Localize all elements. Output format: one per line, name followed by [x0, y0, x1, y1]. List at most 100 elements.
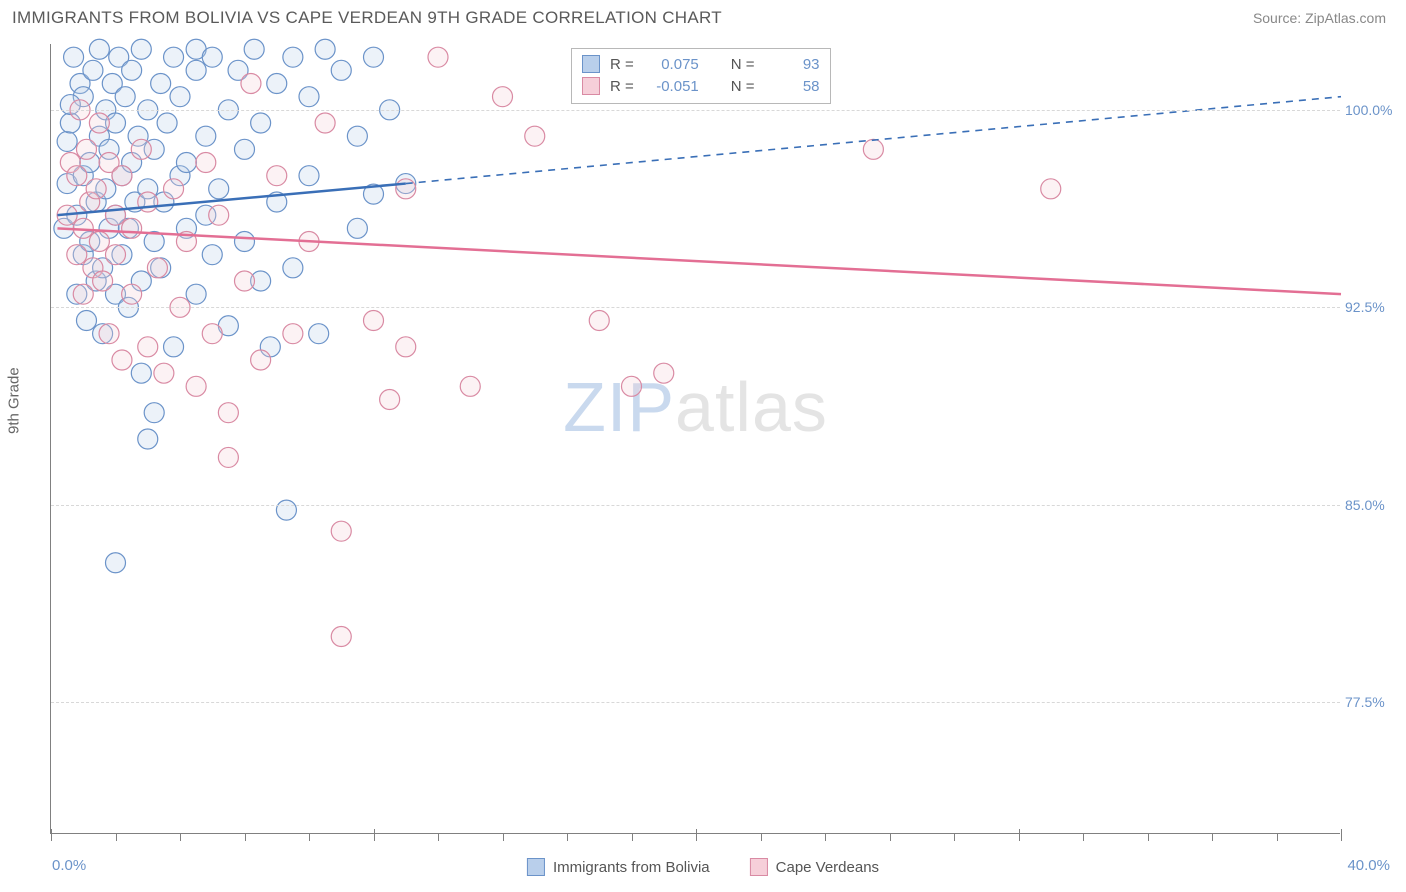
scatter-point-cape_verdean — [112, 350, 132, 370]
stat-n-label: N = — [731, 56, 755, 73]
scatter-point-bolivia — [283, 258, 303, 278]
scatter-point-cape_verdean — [164, 179, 184, 199]
x-tick — [245, 834, 246, 841]
x-tick — [503, 834, 504, 841]
scatter-point-bolivia — [364, 47, 384, 67]
legend-swatch — [527, 858, 545, 876]
scatter-point-cape_verdean — [86, 179, 106, 199]
correlation-stat-box: R =0.075N =93R =-0.051N =58 — [571, 48, 831, 104]
x-tick — [1019, 829, 1020, 841]
scatter-point-cape_verdean — [73, 284, 93, 304]
scatter-point-cape_verdean — [331, 521, 351, 541]
stat-row: R =0.075N =93 — [582, 53, 820, 75]
scatter-point-cape_verdean — [525, 126, 545, 146]
gridline-h — [51, 505, 1340, 506]
scatter-point-cape_verdean — [218, 447, 238, 467]
scatter-svg — [51, 44, 1340, 833]
x-tick — [954, 834, 955, 841]
scatter-point-cape_verdean — [186, 376, 206, 396]
scatter-point-cape_verdean — [122, 284, 142, 304]
y-axis-label: 9th Grade — [6, 367, 23, 434]
scatter-point-bolivia — [151, 74, 171, 94]
legend-item: Cape Verdeans — [750, 858, 879, 876]
scatter-point-bolivia — [164, 337, 184, 357]
scatter-point-cape_verdean — [131, 139, 151, 159]
scatter-point-bolivia — [267, 74, 287, 94]
scatter-point-bolivia — [138, 429, 158, 449]
scatter-point-bolivia — [170, 87, 190, 107]
x-tick — [1212, 834, 1213, 841]
scatter-point-bolivia — [76, 311, 96, 331]
x-tick — [180, 834, 181, 841]
scatter-point-cape_verdean — [493, 87, 513, 107]
scatter-point-cape_verdean — [218, 403, 238, 423]
y-tick-label: 77.5% — [1345, 694, 1400, 710]
scatter-point-bolivia — [235, 139, 255, 159]
legend-swatch — [582, 77, 600, 95]
scatter-point-cape_verdean — [147, 258, 167, 278]
scatter-point-cape_verdean — [154, 363, 174, 383]
y-tick-label: 92.5% — [1345, 299, 1400, 315]
scatter-point-bolivia — [251, 113, 271, 133]
scatter-point-cape_verdean — [331, 627, 351, 647]
scatter-point-cape_verdean — [93, 271, 113, 291]
stat-r-label: R = — [610, 78, 634, 95]
x-tick — [116, 834, 117, 841]
scatter-point-cape_verdean — [235, 271, 255, 291]
scatter-point-cape_verdean — [202, 324, 222, 344]
scatter-point-bolivia — [244, 39, 264, 59]
scatter-point-cape_verdean — [67, 166, 87, 186]
scatter-point-bolivia — [315, 39, 335, 59]
scatter-point-bolivia — [202, 245, 222, 265]
scatter-point-bolivia — [64, 47, 84, 67]
scatter-point-bolivia — [89, 39, 109, 59]
x-tick — [696, 829, 697, 841]
gridline-h — [51, 702, 1340, 703]
scatter-point-cape_verdean — [89, 232, 109, 252]
x-tick — [632, 834, 633, 841]
y-tick-label: 85.0% — [1345, 497, 1400, 513]
stat-n-value: 58 — [765, 78, 820, 95]
x-tick — [890, 834, 891, 841]
legend-label: Cape Verdeans — [776, 859, 879, 876]
scatter-point-bolivia — [186, 60, 206, 80]
scatter-point-bolivia — [299, 166, 319, 186]
chart-title: IMMIGRANTS FROM BOLIVIA VS CAPE VERDEAN … — [12, 8, 722, 28]
plot-area: ZIPatlas R =0.075N =93R =-0.051N =58 100… — [50, 44, 1340, 834]
scatter-point-bolivia — [347, 126, 367, 146]
scatter-point-cape_verdean — [1041, 179, 1061, 199]
scatter-point-cape_verdean — [396, 337, 416, 357]
scatter-point-bolivia — [331, 60, 351, 80]
scatter-point-bolivia — [235, 232, 255, 252]
scatter-point-cape_verdean — [315, 113, 335, 133]
x-tick — [825, 834, 826, 841]
scatter-point-cape_verdean — [99, 324, 119, 344]
scatter-point-bolivia — [299, 87, 319, 107]
stat-n-label: N = — [731, 78, 755, 95]
scatter-point-cape_verdean — [863, 139, 883, 159]
scatter-point-cape_verdean — [138, 337, 158, 357]
scatter-point-cape_verdean — [241, 74, 261, 94]
legend-bottom: Immigrants from Bolivia Cape Verdeans — [527, 858, 879, 876]
scatter-point-bolivia — [83, 60, 103, 80]
legend-label: Immigrants from Bolivia — [553, 859, 710, 876]
scatter-point-cape_verdean — [396, 179, 416, 199]
legend-swatch — [750, 858, 768, 876]
x-tick — [761, 834, 762, 841]
stat-r-label: R = — [610, 56, 634, 73]
scatter-point-cape_verdean — [654, 363, 674, 383]
gridline-h — [51, 307, 1340, 308]
stat-n-value: 93 — [765, 56, 820, 73]
scatter-point-bolivia — [283, 47, 303, 67]
scatter-point-cape_verdean — [67, 245, 87, 265]
x-axis-min-label: 0.0% — [52, 857, 86, 874]
stat-r-value: -0.051 — [644, 78, 699, 95]
x-tick — [51, 829, 52, 841]
gridline-h — [51, 110, 1340, 111]
legend-item: Immigrants from Bolivia — [527, 858, 710, 876]
scatter-point-cape_verdean — [89, 113, 109, 133]
scatter-point-cape_verdean — [122, 218, 142, 238]
scatter-point-cape_verdean — [460, 376, 480, 396]
scatter-point-bolivia — [309, 324, 329, 344]
chart-header: IMMIGRANTS FROM BOLIVIA VS CAPE VERDEAN … — [0, 0, 1406, 34]
